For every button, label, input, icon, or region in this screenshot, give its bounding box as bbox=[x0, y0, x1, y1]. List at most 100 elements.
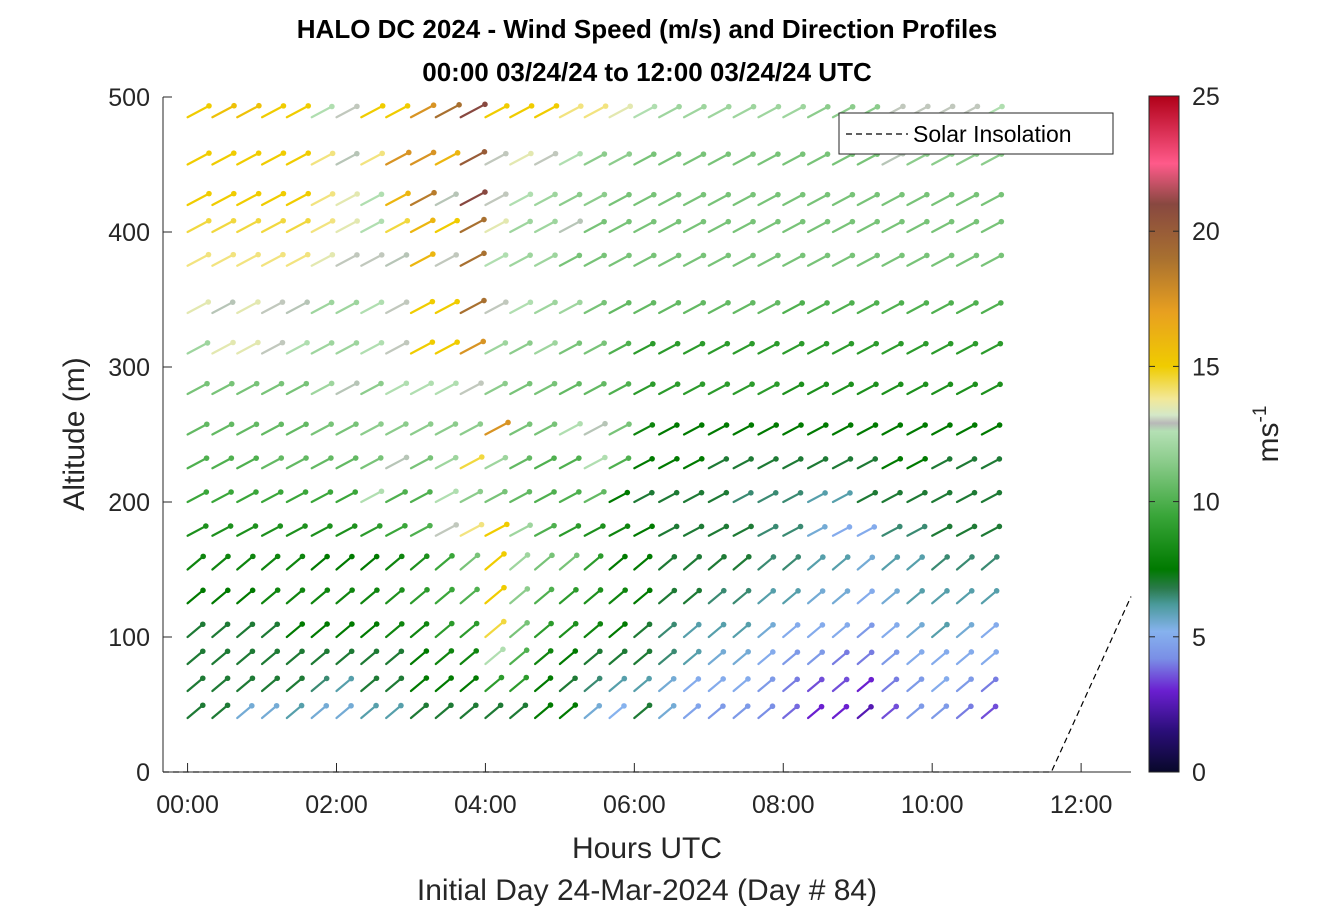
wind-barb-head bbox=[403, 380, 410, 387]
wind-barb-head bbox=[849, 191, 856, 198]
wind-barb bbox=[806, 151, 831, 166]
wind-barb-shaft bbox=[732, 342, 754, 355]
wind-barb-head bbox=[849, 218, 856, 225]
wind-barb-head bbox=[670, 675, 677, 682]
wind-barb-shaft bbox=[757, 589, 775, 605]
wind-barb-shaft bbox=[459, 704, 477, 720]
wind-barb-head bbox=[921, 523, 928, 530]
wind-barb-shaft bbox=[980, 678, 997, 693]
wind-barb-shaft bbox=[782, 623, 799, 639]
wind-barb bbox=[509, 702, 529, 720]
wind-barb-head bbox=[374, 587, 380, 593]
wind-barb-shaft bbox=[633, 342, 654, 355]
legend: Solar Insolation bbox=[838, 112, 1114, 155]
wind-barb-head bbox=[423, 675, 430, 681]
wind-barb bbox=[906, 489, 928, 504]
wind-barb bbox=[906, 703, 925, 720]
wind-barb-head bbox=[279, 299, 286, 305]
wind-barb-head bbox=[775, 252, 781, 259]
wind-barb-shaft bbox=[211, 623, 229, 639]
wind-barb bbox=[881, 252, 905, 267]
wind-barb-shaft bbox=[707, 153, 730, 166]
wind-barb bbox=[881, 381, 904, 396]
wind-barb bbox=[434, 339, 460, 355]
wind-barb-shaft bbox=[633, 457, 654, 470]
wind-barb-shaft bbox=[459, 490, 482, 504]
wind-barb bbox=[732, 191, 756, 207]
wind-barb-shaft bbox=[385, 490, 407, 504]
wind-barb bbox=[385, 149, 412, 166]
wind-barb-head bbox=[502, 454, 509, 461]
wind-barb-shaft bbox=[980, 152, 1003, 166]
wind-barb-shaft bbox=[385, 588, 404, 605]
wind-barb bbox=[310, 648, 330, 666]
wind-barb bbox=[682, 553, 703, 571]
wind-barb-head bbox=[968, 676, 974, 682]
y-tick-label: 200 bbox=[108, 489, 150, 517]
wind-barb-shaft bbox=[881, 457, 902, 470]
wind-barb bbox=[385, 299, 410, 315]
wind-barb-shaft bbox=[211, 457, 233, 470]
wind-barb-head bbox=[576, 455, 582, 461]
wind-barb bbox=[484, 299, 509, 315]
wind-barb-head bbox=[822, 456, 829, 462]
wind-barb bbox=[360, 675, 380, 693]
wind-barb bbox=[682, 648, 702, 666]
wind-barb-head bbox=[795, 554, 802, 560]
wind-barb-head bbox=[847, 490, 853, 496]
wind-barb-head bbox=[968, 621, 975, 628]
wind-barb-head bbox=[922, 489, 928, 496]
wind-barb-shaft bbox=[409, 588, 429, 605]
wind-barb-shaft bbox=[931, 705, 948, 720]
wind-barb bbox=[260, 489, 284, 504]
wind-barb bbox=[236, 523, 259, 537]
wind-barb bbox=[260, 648, 281, 666]
wind-barb bbox=[385, 190, 411, 207]
wind-barb-shaft bbox=[335, 192, 359, 207]
wind-barb bbox=[335, 587, 355, 605]
wind-barb-shaft bbox=[806, 457, 827, 470]
wind-barb bbox=[186, 648, 206, 666]
wind-barb bbox=[682, 340, 706, 355]
wind-barb-head bbox=[873, 300, 880, 306]
wind-barb-head bbox=[527, 522, 533, 528]
wind-barb-shaft bbox=[658, 153, 680, 166]
wind-barb bbox=[608, 553, 628, 571]
wind-barb bbox=[682, 218, 707, 234]
wind-barb-shaft bbox=[608, 254, 631, 267]
wind-barb-shaft bbox=[682, 193, 705, 207]
wind-barb-head bbox=[452, 421, 459, 427]
wind-barb bbox=[806, 252, 831, 267]
wind-barb-head bbox=[624, 523, 631, 529]
wind-barb-head bbox=[819, 649, 826, 655]
wind-barb-shaft bbox=[533, 152, 557, 166]
wind-barb-shaft bbox=[682, 589, 701, 605]
wind-barb bbox=[211, 421, 235, 436]
wind-barb-head bbox=[723, 489, 730, 496]
wind-barb bbox=[633, 523, 655, 537]
wind-barb-shaft bbox=[260, 192, 285, 207]
wind-barb bbox=[856, 422, 879, 436]
wind-barb-shaft bbox=[707, 677, 725, 693]
wind-barb-shaft bbox=[509, 193, 532, 207]
wind-barb-head bbox=[230, 339, 236, 346]
wind-barb bbox=[509, 299, 534, 315]
wind-barb-shaft bbox=[509, 220, 532, 234]
wind-barb-shaft bbox=[782, 423, 803, 436]
wind-barb bbox=[732, 676, 751, 693]
wind-barb bbox=[980, 422, 1003, 436]
wind-barb bbox=[211, 489, 234, 504]
wind-barb bbox=[533, 522, 557, 537]
wind-barb-head bbox=[203, 523, 209, 529]
wind-barb-head bbox=[749, 381, 755, 387]
wind-barb-shaft bbox=[459, 382, 483, 396]
wind-barb-shaft bbox=[856, 624, 873, 639]
wind-barb bbox=[459, 586, 480, 605]
wind-barb-shaft bbox=[856, 254, 879, 267]
wind-barb bbox=[881, 649, 900, 666]
wind-barb-shaft bbox=[558, 301, 581, 315]
wind-barb-shaft bbox=[732, 193, 755, 207]
wind-barb bbox=[782, 588, 801, 605]
wind-barb-head bbox=[871, 524, 878, 530]
